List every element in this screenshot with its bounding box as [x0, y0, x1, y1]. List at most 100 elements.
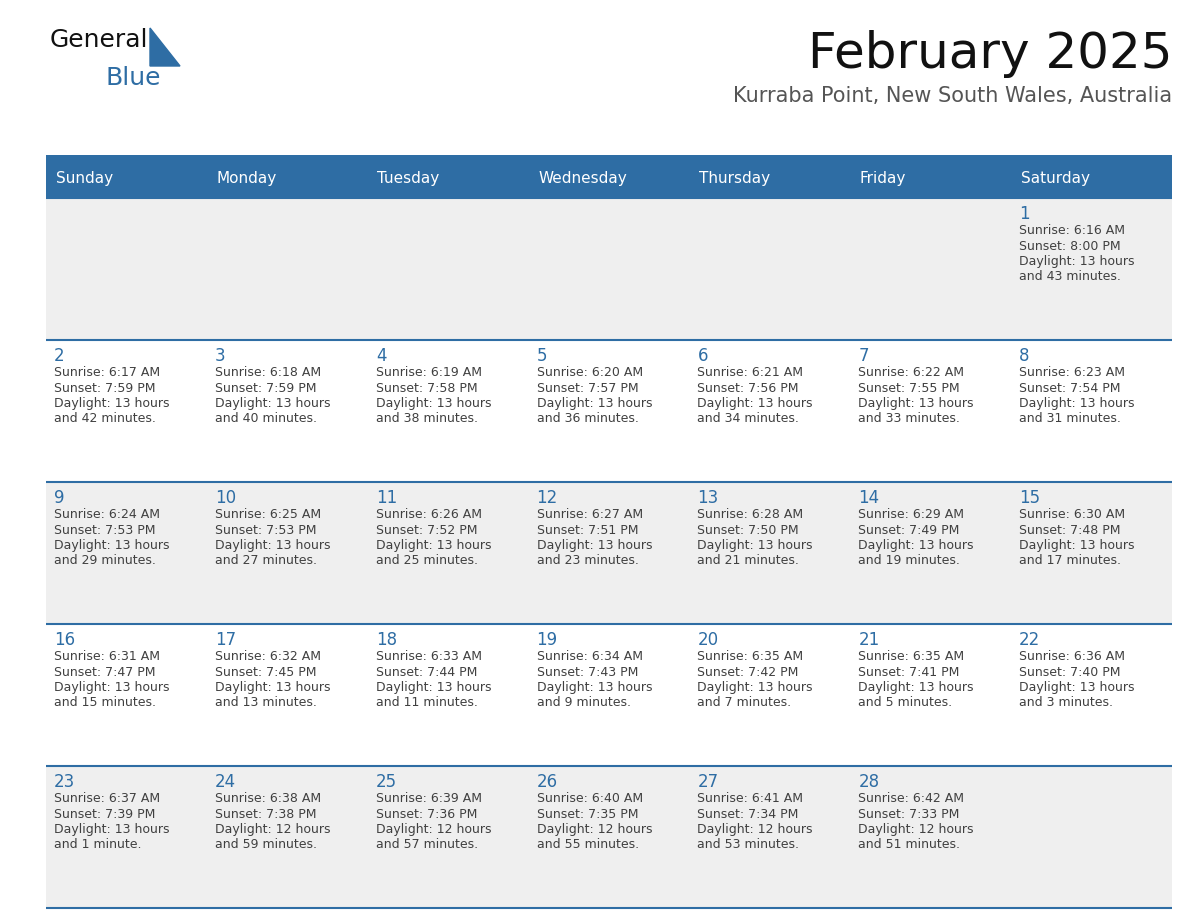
Text: and 42 minutes.: and 42 minutes. [53, 412, 156, 426]
Bar [46, 766, 1173, 908]
Text: 1: 1 [1019, 205, 1030, 223]
Text: Sunrise: 6:19 AM: Sunrise: 6:19 AM [375, 366, 482, 379]
Text: Sunset: 7:33 PM: Sunset: 7:33 PM [858, 808, 960, 821]
Text: Sunrise: 6:27 AM: Sunrise: 6:27 AM [537, 508, 643, 521]
Text: and 5 minutes.: and 5 minutes. [858, 697, 953, 710]
Text: Sunrise: 6:40 AM: Sunrise: 6:40 AM [537, 792, 643, 805]
Text: Daylight: 13 hours: Daylight: 13 hours [375, 397, 492, 410]
Text: Daylight: 13 hours: Daylight: 13 hours [53, 397, 170, 410]
Text: Daylight: 13 hours: Daylight: 13 hours [1019, 397, 1135, 410]
Bar [46, 160, 1173, 198]
Text: Daylight: 12 hours: Daylight: 12 hours [697, 823, 813, 836]
Text: Sunrise: 6:34 AM: Sunrise: 6:34 AM [537, 650, 643, 663]
Text: and 19 minutes.: and 19 minutes. [858, 554, 960, 567]
Text: Sunset: 7:59 PM: Sunset: 7:59 PM [53, 382, 156, 395]
Text: and 51 minutes.: and 51 minutes. [858, 838, 960, 852]
Text: Blue: Blue [106, 66, 162, 90]
Text: 4: 4 [375, 347, 386, 365]
Text: Daylight: 13 hours: Daylight: 13 hours [215, 539, 330, 552]
Text: Saturday: Saturday [1020, 172, 1089, 186]
Text: Tuesday: Tuesday [378, 172, 440, 186]
Text: Sunset: 7:35 PM: Sunset: 7:35 PM [537, 808, 638, 821]
Text: and 38 minutes.: and 38 minutes. [375, 412, 478, 426]
Text: and 13 minutes.: and 13 minutes. [215, 697, 317, 710]
Text: 17: 17 [215, 631, 236, 649]
Text: 27: 27 [697, 773, 719, 791]
Text: and 53 minutes.: and 53 minutes. [697, 838, 800, 852]
Text: Daylight: 13 hours: Daylight: 13 hours [215, 681, 330, 694]
Text: Sunrise: 6:37 AM: Sunrise: 6:37 AM [53, 792, 160, 805]
Text: Daylight: 12 hours: Daylight: 12 hours [215, 823, 330, 836]
Text: Sunrise: 6:36 AM: Sunrise: 6:36 AM [1019, 650, 1125, 663]
Text: Sunrise: 6:26 AM: Sunrise: 6:26 AM [375, 508, 482, 521]
Text: Daylight: 13 hours: Daylight: 13 hours [1019, 255, 1135, 268]
Text: Sunrise: 6:25 AM: Sunrise: 6:25 AM [215, 508, 321, 521]
Text: 8: 8 [1019, 347, 1030, 365]
Text: Daylight: 13 hours: Daylight: 13 hours [375, 539, 492, 552]
Text: and 40 minutes.: and 40 minutes. [215, 412, 317, 426]
Text: Daylight: 13 hours: Daylight: 13 hours [215, 397, 330, 410]
Text: and 21 minutes.: and 21 minutes. [697, 554, 800, 567]
Text: Sunrise: 6:38 AM: Sunrise: 6:38 AM [215, 792, 321, 805]
Text: and 59 minutes.: and 59 minutes. [215, 838, 317, 852]
Text: Sunset: 7:56 PM: Sunset: 7:56 PM [697, 382, 800, 395]
Text: Sunset: 7:49 PM: Sunset: 7:49 PM [858, 523, 960, 536]
Text: and 17 minutes.: and 17 minutes. [1019, 554, 1121, 567]
Text: 18: 18 [375, 631, 397, 649]
Text: Sunset: 7:57 PM: Sunset: 7:57 PM [537, 382, 638, 395]
Text: Sunrise: 6:21 AM: Sunrise: 6:21 AM [697, 366, 803, 379]
Text: 20: 20 [697, 631, 719, 649]
Text: Daylight: 13 hours: Daylight: 13 hours [537, 397, 652, 410]
Text: Daylight: 13 hours: Daylight: 13 hours [697, 681, 813, 694]
Text: Daylight: 13 hours: Daylight: 13 hours [375, 681, 492, 694]
Text: 10: 10 [215, 489, 236, 507]
Text: and 57 minutes.: and 57 minutes. [375, 838, 478, 852]
Text: Daylight: 13 hours: Daylight: 13 hours [1019, 539, 1135, 552]
Text: Daylight: 13 hours: Daylight: 13 hours [858, 539, 974, 552]
Text: Sunset: 7:52 PM: Sunset: 7:52 PM [375, 523, 478, 536]
Text: Sunset: 7:34 PM: Sunset: 7:34 PM [697, 808, 798, 821]
Polygon shape [150, 28, 181, 66]
Text: and 29 minutes.: and 29 minutes. [53, 554, 156, 567]
Bar [46, 198, 1173, 340]
Bar [46, 155, 1173, 160]
Text: Sunrise: 6:29 AM: Sunrise: 6:29 AM [858, 508, 965, 521]
Text: Sunrise: 6:22 AM: Sunrise: 6:22 AM [858, 366, 965, 379]
Bar [46, 482, 1173, 624]
Text: Sunrise: 6:23 AM: Sunrise: 6:23 AM [1019, 366, 1125, 379]
Text: Sunset: 7:59 PM: Sunset: 7:59 PM [215, 382, 316, 395]
Text: and 55 minutes.: and 55 minutes. [537, 838, 639, 852]
Text: 23: 23 [53, 773, 75, 791]
Text: Sunset: 7:53 PM: Sunset: 7:53 PM [215, 523, 316, 536]
Text: Monday: Monday [216, 172, 277, 186]
Text: Sunrise: 6:35 AM: Sunrise: 6:35 AM [858, 650, 965, 663]
Text: February 2025: February 2025 [808, 30, 1173, 78]
Bar [46, 340, 1173, 482]
Text: Daylight: 13 hours: Daylight: 13 hours [858, 397, 974, 410]
Text: Daylight: 13 hours: Daylight: 13 hours [53, 681, 170, 694]
Text: Sunset: 7:47 PM: Sunset: 7:47 PM [53, 666, 156, 678]
Text: 5: 5 [537, 347, 548, 365]
Text: 25: 25 [375, 773, 397, 791]
Bar [46, 624, 1173, 766]
Text: Thursday: Thursday [699, 172, 770, 186]
Text: 19: 19 [537, 631, 557, 649]
Text: Wednesday: Wednesday [538, 172, 627, 186]
Text: Sunrise: 6:42 AM: Sunrise: 6:42 AM [858, 792, 965, 805]
Text: Sunset: 7:36 PM: Sunset: 7:36 PM [375, 808, 478, 821]
Text: 9: 9 [53, 489, 64, 507]
Text: 3: 3 [215, 347, 226, 365]
Text: Sunrise: 6:33 AM: Sunrise: 6:33 AM [375, 650, 482, 663]
Text: 24: 24 [215, 773, 236, 791]
Text: 14: 14 [858, 489, 879, 507]
Text: Sunrise: 6:39 AM: Sunrise: 6:39 AM [375, 792, 482, 805]
Text: Daylight: 13 hours: Daylight: 13 hours [1019, 681, 1135, 694]
Text: Sunset: 7:51 PM: Sunset: 7:51 PM [537, 523, 638, 536]
Text: and 7 minutes.: and 7 minutes. [697, 697, 791, 710]
Text: and 27 minutes.: and 27 minutes. [215, 554, 317, 567]
Text: 28: 28 [858, 773, 879, 791]
Text: and 1 minute.: and 1 minute. [53, 838, 141, 852]
Text: Sunset: 7:54 PM: Sunset: 7:54 PM [1019, 382, 1120, 395]
Text: 12: 12 [537, 489, 558, 507]
Text: and 36 minutes.: and 36 minutes. [537, 412, 638, 426]
